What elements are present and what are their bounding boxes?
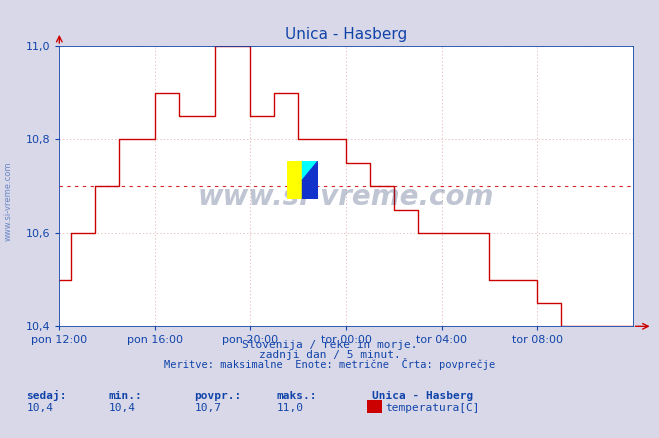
Text: min.:: min.: (109, 392, 142, 402)
Polygon shape (302, 161, 318, 199)
Text: temperatura[C]: temperatura[C] (386, 403, 480, 413)
Text: 11,0: 11,0 (277, 403, 304, 413)
Text: 10,7: 10,7 (194, 403, 221, 413)
Text: Unica - Hasberg: Unica - Hasberg (372, 392, 474, 402)
Text: www.si-vreme.com: www.si-vreme.com (198, 184, 494, 212)
Text: maks.:: maks.: (277, 392, 317, 402)
Title: Unica - Hasberg: Unica - Hasberg (285, 27, 407, 42)
Polygon shape (287, 161, 302, 199)
Text: www.si-vreme.com: www.si-vreme.com (3, 162, 13, 241)
Text: 10,4: 10,4 (109, 403, 136, 413)
Text: sedaj:: sedaj: (26, 390, 67, 402)
Text: povpr.:: povpr.: (194, 392, 242, 402)
Text: Slovenija / reke in morje.: Slovenija / reke in morje. (242, 340, 417, 350)
Text: Meritve: maksimalne  Enote: metrične  Črta: povprečje: Meritve: maksimalne Enote: metrične Črta… (164, 358, 495, 371)
Text: 10,4: 10,4 (26, 403, 53, 413)
Text: zadnji dan / 5 minut.: zadnji dan / 5 minut. (258, 350, 401, 360)
Polygon shape (302, 161, 318, 180)
